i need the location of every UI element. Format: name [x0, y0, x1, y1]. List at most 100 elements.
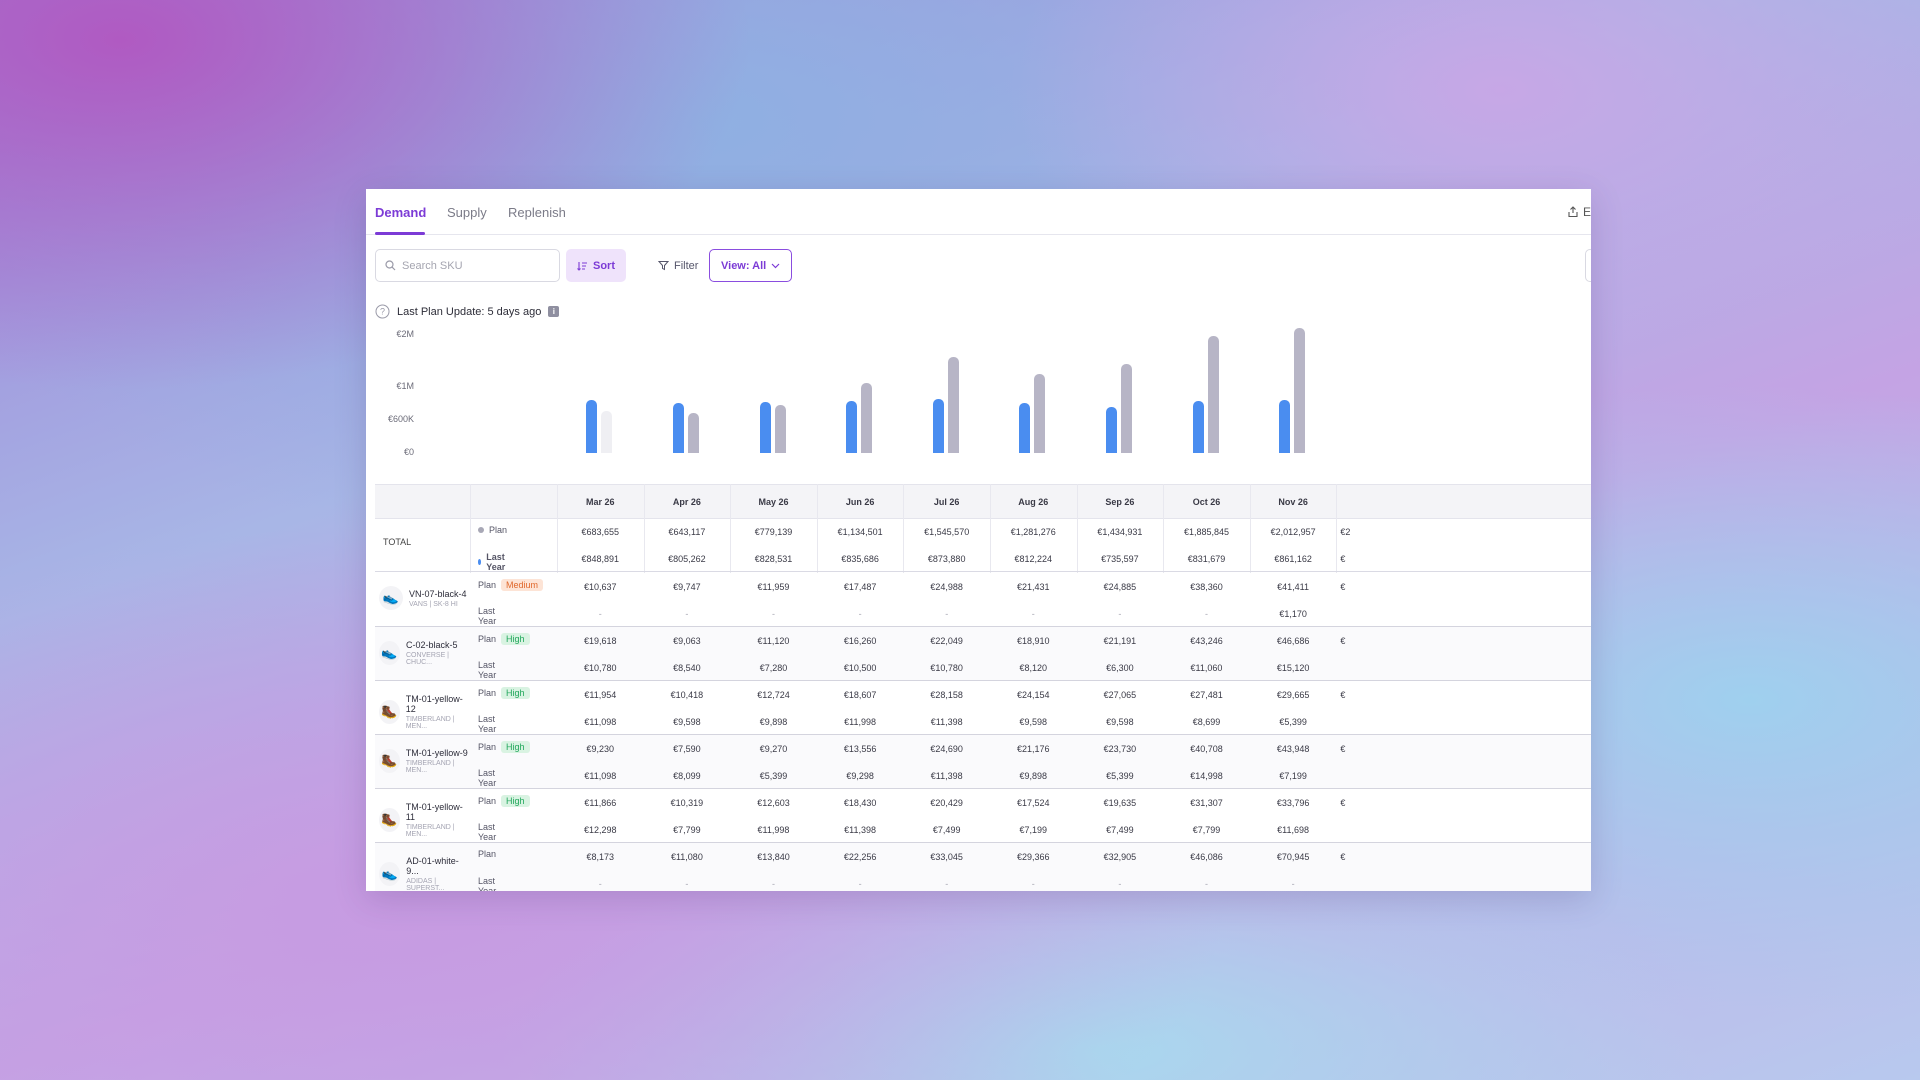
sku-brand: TIMBERLAND | MEN... [405, 716, 455, 730]
sku-plan-value[interactable]: €43,948 [1276, 743, 1310, 754]
total-plan-value: €1,434,931 [1097, 527, 1143, 538]
sku-plan-value[interactable]: €11,080 [670, 851, 703, 862]
sku-plan-value[interactable]: €32,905 [1103, 851, 1137, 862]
month-header: Oct 26 [1192, 496, 1221, 507]
sku-plan-value[interactable]: €21,191 [1103, 635, 1137, 646]
sku-plan-value[interactable]: €11,120 [757, 635, 790, 646]
sku-row-group[interactable] [375, 681, 1591, 735]
sku-plan-value[interactable]: €10,319 [670, 797, 704, 808]
total-last-year-overflow: € [1340, 553, 1346, 564]
sku-plan-value[interactable]: €13,840 [757, 851, 790, 862]
sku-plan-value[interactable]: €21,431 [1017, 581, 1050, 592]
sku-plan-value[interactable]: €16,260 [843, 635, 877, 646]
sku-plan-value[interactable]: €12,603 [757, 797, 790, 808]
sku-plan-value[interactable]: €8,173 [586, 851, 615, 862]
sku-plan-value[interactable]: €43,246 [1190, 635, 1223, 646]
sku-plan-value[interactable]: €70,945 [1276, 851, 1310, 862]
sku-plan-value[interactable]: €29,665 [1276, 689, 1310, 700]
filter-button[interactable]: Filter [647, 249, 709, 282]
sku-plan-value[interactable]: €21,176 [1017, 743, 1050, 754]
priority-badge: High [501, 795, 530, 807]
sku-plan-value[interactable]: €17,524 [1017, 797, 1050, 808]
sku-plan-value[interactable]: €38,360 [1190, 581, 1223, 592]
sku-plan-value[interactable]: €33,045 [930, 851, 963, 862]
sku-row-group[interactable] [375, 573, 1591, 627]
sku-name: AD-01-white-9... [406, 856, 459, 876]
sku-plan-value[interactable]: €24,690 [930, 743, 963, 754]
sku-name: TM-01-yellow-11 [405, 802, 463, 822]
sku-plan-value[interactable]: €9,747 [673, 581, 701, 592]
sku-plan-value[interactable]: €31,307 [1190, 797, 1223, 808]
sku-plan-value[interactable]: €19,635 [1103, 797, 1137, 808]
sku-cell[interactable]: 🥾 TM-01-yellow-9 TIMBERLAND | MEN... [379, 748, 468, 774]
svg-text:?: ? [380, 307, 385, 317]
sku-cell[interactable]: 👟 C-02-black-5 CONVERSE | CHUC... [379, 640, 468, 666]
sku-cell[interactable]: 🥾 TM-01-yellow-11 TIMBERLAND | MEN... [379, 802, 468, 838]
tab-demand[interactable]: Demand [375, 205, 427, 220]
view-dropdown[interactable]: View: All [709, 249, 793, 282]
sku-plan-value[interactable]: €28,158 [930, 689, 963, 700]
sku-plan-value[interactable]: €9,270 [759, 743, 788, 754]
sku-last-year-value: €14,998 [1190, 770, 1223, 781]
sku-plan-value[interactable]: €29,366 [1017, 851, 1050, 862]
sku-plan-value[interactable]: €20,429 [930, 797, 963, 808]
sku-last-year-value: - [1118, 878, 1122, 889]
sku-cell[interactable]: 🥾 TM-01-yellow-12 TIMBERLAND | MEN... [379, 694, 468, 730]
search-input[interactable] [402, 259, 542, 272]
sku-last-year-value: - [858, 608, 862, 619]
info-icon[interactable]: i [548, 306, 560, 317]
export-button[interactable]: E [1567, 205, 1591, 219]
sku-row-group[interactable] [375, 843, 1591, 891]
sku-row-group[interactable] [375, 735, 1591, 789]
sku-cell[interactable]: 👟 AD-01-white-9... ADIDAS | SUPERST... [379, 856, 468, 891]
sort-button[interactable]: Sort [566, 249, 626, 282]
sku-plan-value[interactable]: €13,556 [843, 743, 877, 754]
sku-plan-value[interactable]: €24,154 [1017, 689, 1050, 700]
sku-plan-value[interactable]: €11,866 [584, 797, 617, 808]
sku-plan-value[interactable]: €40,708 [1190, 743, 1223, 754]
sku-plan-value[interactable]: €46,686 [1276, 635, 1310, 646]
sku-plan-value[interactable]: €19,618 [584, 635, 617, 646]
toolbar-right-control[interactable] [1585, 249, 1591, 282]
sku-text: C-02-black-5 CONVERSE | CHUC... [406, 640, 468, 666]
sku-plan-value[interactable]: €18,910 [1017, 635, 1050, 646]
sku-plan-value[interactable]: €9,230 [586, 743, 615, 754]
sku-plan-value[interactable]: €18,430 [843, 797, 877, 808]
sku-plan-value[interactable]: €17,487 [843, 581, 877, 592]
sku-plan-value[interactable]: €24,885 [1103, 581, 1137, 592]
sku-plan-value[interactable]: €10,418 [670, 689, 704, 700]
plan-bar [1120, 364, 1132, 453]
sku-row-group[interactable] [375, 789, 1591, 843]
demand-chart: €2M €1M €600K €0 [366, 328, 1591, 509]
sku-plan-value[interactable]: €27,481 [1190, 689, 1223, 700]
sku-plan-value[interactable]: €11,954 [584, 689, 617, 700]
sku-plan-value[interactable]: €10,637 [584, 581, 617, 592]
tab-replenish[interactable]: Replenish [508, 205, 566, 220]
sku-plan-value[interactable]: €33,796 [1276, 797, 1310, 808]
tab-supply[interactable]: Supply [447, 205, 487, 220]
sku-plan-value[interactable]: €41,411 [1277, 581, 1310, 592]
sku-plan-value[interactable]: €46,086 [1190, 851, 1223, 862]
sku-row-group[interactable] [375, 627, 1591, 681]
sku-last-year-value: - [598, 878, 602, 889]
sku-plan-value[interactable]: €23,730 [1103, 743, 1137, 754]
sku-plan-value[interactable]: €9,063 [673, 635, 701, 646]
sku-last-year-value: €10,500 [843, 662, 877, 673]
sku-plan-value[interactable]: €7,590 [673, 743, 701, 754]
last-plan-update: ? Last Plan Update: 5 days ago i [375, 304, 560, 319]
sku-plan-value[interactable]: €11,959 [757, 581, 790, 592]
sku-last-year-value: €7,499 [932, 824, 961, 835]
sku-plan-value[interactable]: €22,256 [843, 851, 877, 862]
sku-plan-overflow: € [1340, 851, 1346, 862]
sku-plan-value[interactable]: €18,607 [843, 689, 877, 700]
sku-last-year-value: €5,399 [759, 770, 788, 781]
sku-plan-value[interactable]: €22,049 [930, 635, 963, 646]
help-icon[interactable]: ? [375, 304, 390, 319]
sku-plan-value[interactable]: €12,724 [757, 689, 790, 700]
sku-cell[interactable]: 👟 VN-07-black-4 VANS | SK-8 HI [379, 586, 468, 610]
sku-plan-value[interactable]: €27,065 [1103, 689, 1137, 700]
sku-plan-value[interactable]: €24,988 [930, 581, 963, 592]
plan-bar [601, 410, 613, 453]
search-sku-field[interactable] [375, 249, 560, 282]
total-last-year-label: Last Year [478, 552, 508, 572]
